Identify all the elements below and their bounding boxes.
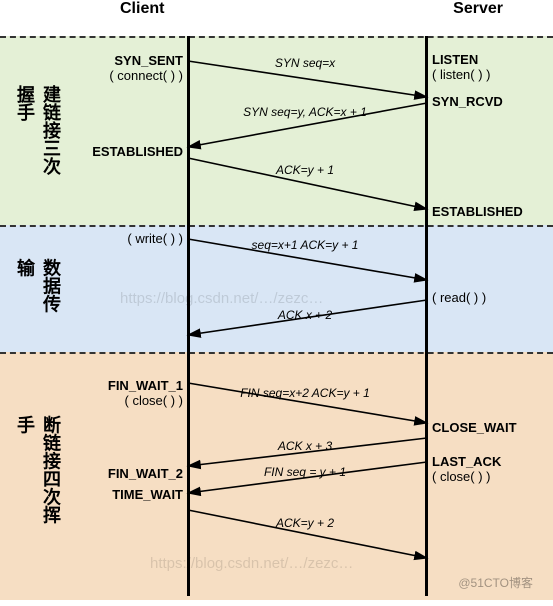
client-lifeline bbox=[187, 36, 190, 596]
server-lifeline bbox=[425, 36, 428, 596]
state-established-server: ESTABLISHED bbox=[432, 204, 523, 219]
msg-ack-y1: ACK=y + 1 bbox=[230, 163, 380, 177]
msg-fin-y1: FIN seq = y + 1 bbox=[225, 465, 385, 479]
state-syn-sent: SYN_SENT ( connect( ) ) bbox=[109, 53, 183, 83]
server-title: Server bbox=[312, 0, 553, 36]
state-close-wait: CLOSE_WAIT bbox=[432, 420, 517, 435]
state-write: ( write( ) ) bbox=[127, 231, 183, 246]
diagram-root: Client Server 建链接三次握手 数据传输 断链接四次挥手 SYN_S… bbox=[0, 0, 553, 606]
msg-ack-x3: ACK x + 3 bbox=[230, 439, 380, 453]
msg-syn: SYN seq=x bbox=[230, 56, 380, 70]
transfer-label: 数据传输 bbox=[12, 258, 64, 321]
msg-data: seq=x+1 ACK=y + 1 bbox=[215, 238, 395, 252]
msg-synack: SYN seq=y, ACK=x + 1 bbox=[210, 105, 400, 119]
close-label: 断链接四次挥手 bbox=[12, 416, 64, 539]
state-fin-wait-1: FIN_WAIT_1 ( close( ) ) bbox=[108, 378, 183, 408]
state-last-ack: LAST_ACK ( close( ) ) bbox=[432, 454, 501, 484]
handshake-label: 建链接三次握手 bbox=[12, 85, 64, 179]
msg-ack-y2: ACK=y + 2 bbox=[230, 516, 380, 530]
state-established-client: ESTABLISHED bbox=[92, 144, 183, 159]
header-row: Client Server bbox=[0, 0, 553, 36]
state-time-wait: TIME_WAIT bbox=[112, 487, 183, 502]
state-listen: LISTEN ( listen( ) ) bbox=[432, 52, 491, 82]
state-syn-rcvd: SYN_RCVD bbox=[432, 94, 503, 109]
client-title: Client bbox=[50, 0, 312, 36]
msg-ack-x2: ACK x + 2 bbox=[230, 308, 380, 322]
state-read: ( read( ) ) bbox=[432, 290, 486, 305]
state-fin-wait-2: FIN_WAIT_2 bbox=[108, 466, 183, 481]
msg-fin-x2: FIN seq=x+2 ACK=y + 1 bbox=[205, 386, 405, 400]
